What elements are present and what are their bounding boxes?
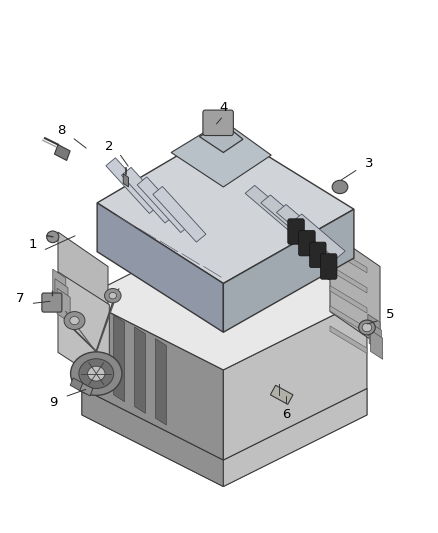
Polygon shape xyxy=(330,232,380,346)
Polygon shape xyxy=(369,322,381,351)
Ellipse shape xyxy=(359,320,375,335)
Ellipse shape xyxy=(64,312,85,329)
Polygon shape xyxy=(223,389,367,487)
Polygon shape xyxy=(223,209,354,332)
Text: 3: 3 xyxy=(365,157,374,169)
Ellipse shape xyxy=(71,352,122,395)
Polygon shape xyxy=(82,389,367,487)
Polygon shape xyxy=(57,288,70,322)
Ellipse shape xyxy=(332,180,348,193)
Text: 9: 9 xyxy=(49,396,58,409)
Polygon shape xyxy=(123,174,128,187)
Text: 2: 2 xyxy=(105,140,113,152)
Polygon shape xyxy=(330,326,367,353)
Polygon shape xyxy=(171,120,271,187)
Polygon shape xyxy=(82,389,223,487)
Polygon shape xyxy=(330,265,367,293)
Ellipse shape xyxy=(105,288,121,303)
Polygon shape xyxy=(134,327,145,414)
Polygon shape xyxy=(330,306,367,333)
Polygon shape xyxy=(58,232,108,346)
Polygon shape xyxy=(223,298,367,460)
Polygon shape xyxy=(292,214,345,259)
Polygon shape xyxy=(153,187,206,242)
Text: 6: 6 xyxy=(282,408,291,422)
Ellipse shape xyxy=(362,323,372,332)
Polygon shape xyxy=(371,330,383,359)
Polygon shape xyxy=(137,177,190,232)
FancyBboxPatch shape xyxy=(321,254,337,279)
Polygon shape xyxy=(121,167,175,223)
Text: 5: 5 xyxy=(386,308,394,321)
FancyBboxPatch shape xyxy=(288,219,304,244)
Ellipse shape xyxy=(109,293,117,299)
FancyBboxPatch shape xyxy=(203,110,233,135)
Polygon shape xyxy=(55,279,68,313)
Ellipse shape xyxy=(70,317,79,325)
Polygon shape xyxy=(330,286,367,313)
Polygon shape xyxy=(199,123,243,152)
Polygon shape xyxy=(82,227,367,370)
Text: 7: 7 xyxy=(16,292,25,305)
Ellipse shape xyxy=(79,359,114,389)
Polygon shape xyxy=(155,338,166,425)
Polygon shape xyxy=(82,298,223,460)
Polygon shape xyxy=(93,304,104,390)
Polygon shape xyxy=(261,195,314,240)
Polygon shape xyxy=(80,383,93,396)
Polygon shape xyxy=(245,185,298,230)
Polygon shape xyxy=(106,158,159,214)
Polygon shape xyxy=(54,144,70,160)
FancyBboxPatch shape xyxy=(42,293,62,312)
FancyBboxPatch shape xyxy=(299,230,315,256)
Text: 4: 4 xyxy=(219,101,227,114)
Polygon shape xyxy=(97,128,354,284)
Polygon shape xyxy=(368,314,380,343)
Text: 1: 1 xyxy=(28,238,37,251)
Polygon shape xyxy=(53,269,66,304)
Ellipse shape xyxy=(88,366,105,381)
Polygon shape xyxy=(58,272,110,386)
Polygon shape xyxy=(114,316,124,402)
Ellipse shape xyxy=(47,231,59,243)
Polygon shape xyxy=(270,385,293,405)
FancyBboxPatch shape xyxy=(310,242,326,268)
Polygon shape xyxy=(330,245,367,273)
Polygon shape xyxy=(276,205,329,249)
Text: 8: 8 xyxy=(57,124,66,137)
Polygon shape xyxy=(70,378,83,391)
Polygon shape xyxy=(97,203,223,332)
